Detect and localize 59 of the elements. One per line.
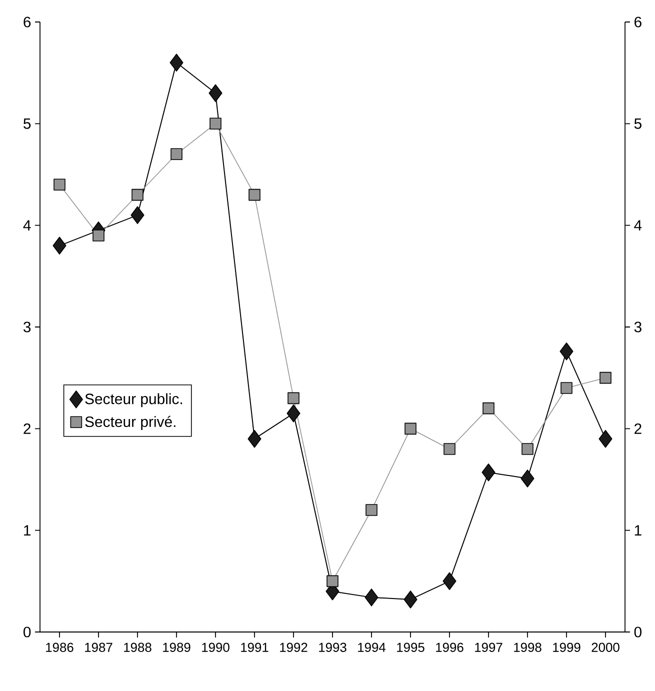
point <box>522 443 534 455</box>
point <box>286 404 300 422</box>
x-tick-label: 1999 <box>553 642 580 652</box>
point <box>208 84 222 102</box>
point <box>54 178 66 191</box>
point <box>130 206 144 224</box>
y-tick-label: 1 <box>24 525 31 536</box>
point <box>92 230 104 242</box>
x-tick-label: 1993 <box>319 642 346 652</box>
x-tick-label: 1995 <box>397 642 424 652</box>
x-tick-label: 1988 <box>124 642 152 652</box>
point <box>210 118 222 130</box>
point <box>404 590 418 608</box>
x-tick-label: 1998 <box>514 642 542 652</box>
y-tick-label: 0 <box>24 626 31 638</box>
x-tick-label: 1994 <box>358 642 386 652</box>
x-tick-label: 1992 <box>280 642 308 652</box>
point <box>482 463 496 482</box>
y-tick-label: 2 <box>24 423 30 434</box>
point <box>442 572 456 590</box>
y-tick-label: 4 <box>23 220 31 230</box>
y2-tick-label: 6 <box>634 16 642 28</box>
point <box>170 148 182 160</box>
point <box>404 422 416 435</box>
point <box>170 54 184 72</box>
point <box>288 392 300 404</box>
point <box>560 382 572 394</box>
x-tick-label: 1997 <box>475 642 502 652</box>
x-tick-label: 1991 <box>241 642 268 652</box>
point <box>560 342 574 360</box>
x-tick-label: 1986 <box>46 642 74 652</box>
legend-label: Secteur privé. <box>85 416 176 430</box>
y2-tick-label: 0 <box>634 626 642 638</box>
legend-label: Secteur public. <box>85 393 182 408</box>
point <box>52 236 66 255</box>
y2-tick-label: 2 <box>634 423 642 434</box>
x-tick-label: 1996 <box>436 642 464 652</box>
point <box>364 588 378 606</box>
y2-tick-label: 5 <box>634 118 642 129</box>
x-tick-label: 2000 <box>592 642 620 652</box>
point <box>600 372 612 384</box>
y2-tick-label: 4 <box>634 220 642 230</box>
x-tick-label: 1990 <box>202 642 230 652</box>
y-tick-label: 5 <box>24 118 31 129</box>
point <box>248 430 262 448</box>
point <box>132 188 144 201</box>
point <box>248 188 260 201</box>
x-tick-label: 1987 <box>85 642 112 652</box>
y2-tick-label: 3 <box>634 322 642 332</box>
x-tick-label: 1989 <box>163 642 190 652</box>
point <box>444 443 456 455</box>
point <box>520 470 534 488</box>
point <box>366 504 378 516</box>
y-tick-label: 3 <box>23 322 31 332</box>
point <box>482 402 494 414</box>
point <box>326 575 338 588</box>
point <box>598 430 612 448</box>
y-tick-label: 6 <box>24 16 31 28</box>
y2-tick-label: 1 <box>634 525 642 536</box>
